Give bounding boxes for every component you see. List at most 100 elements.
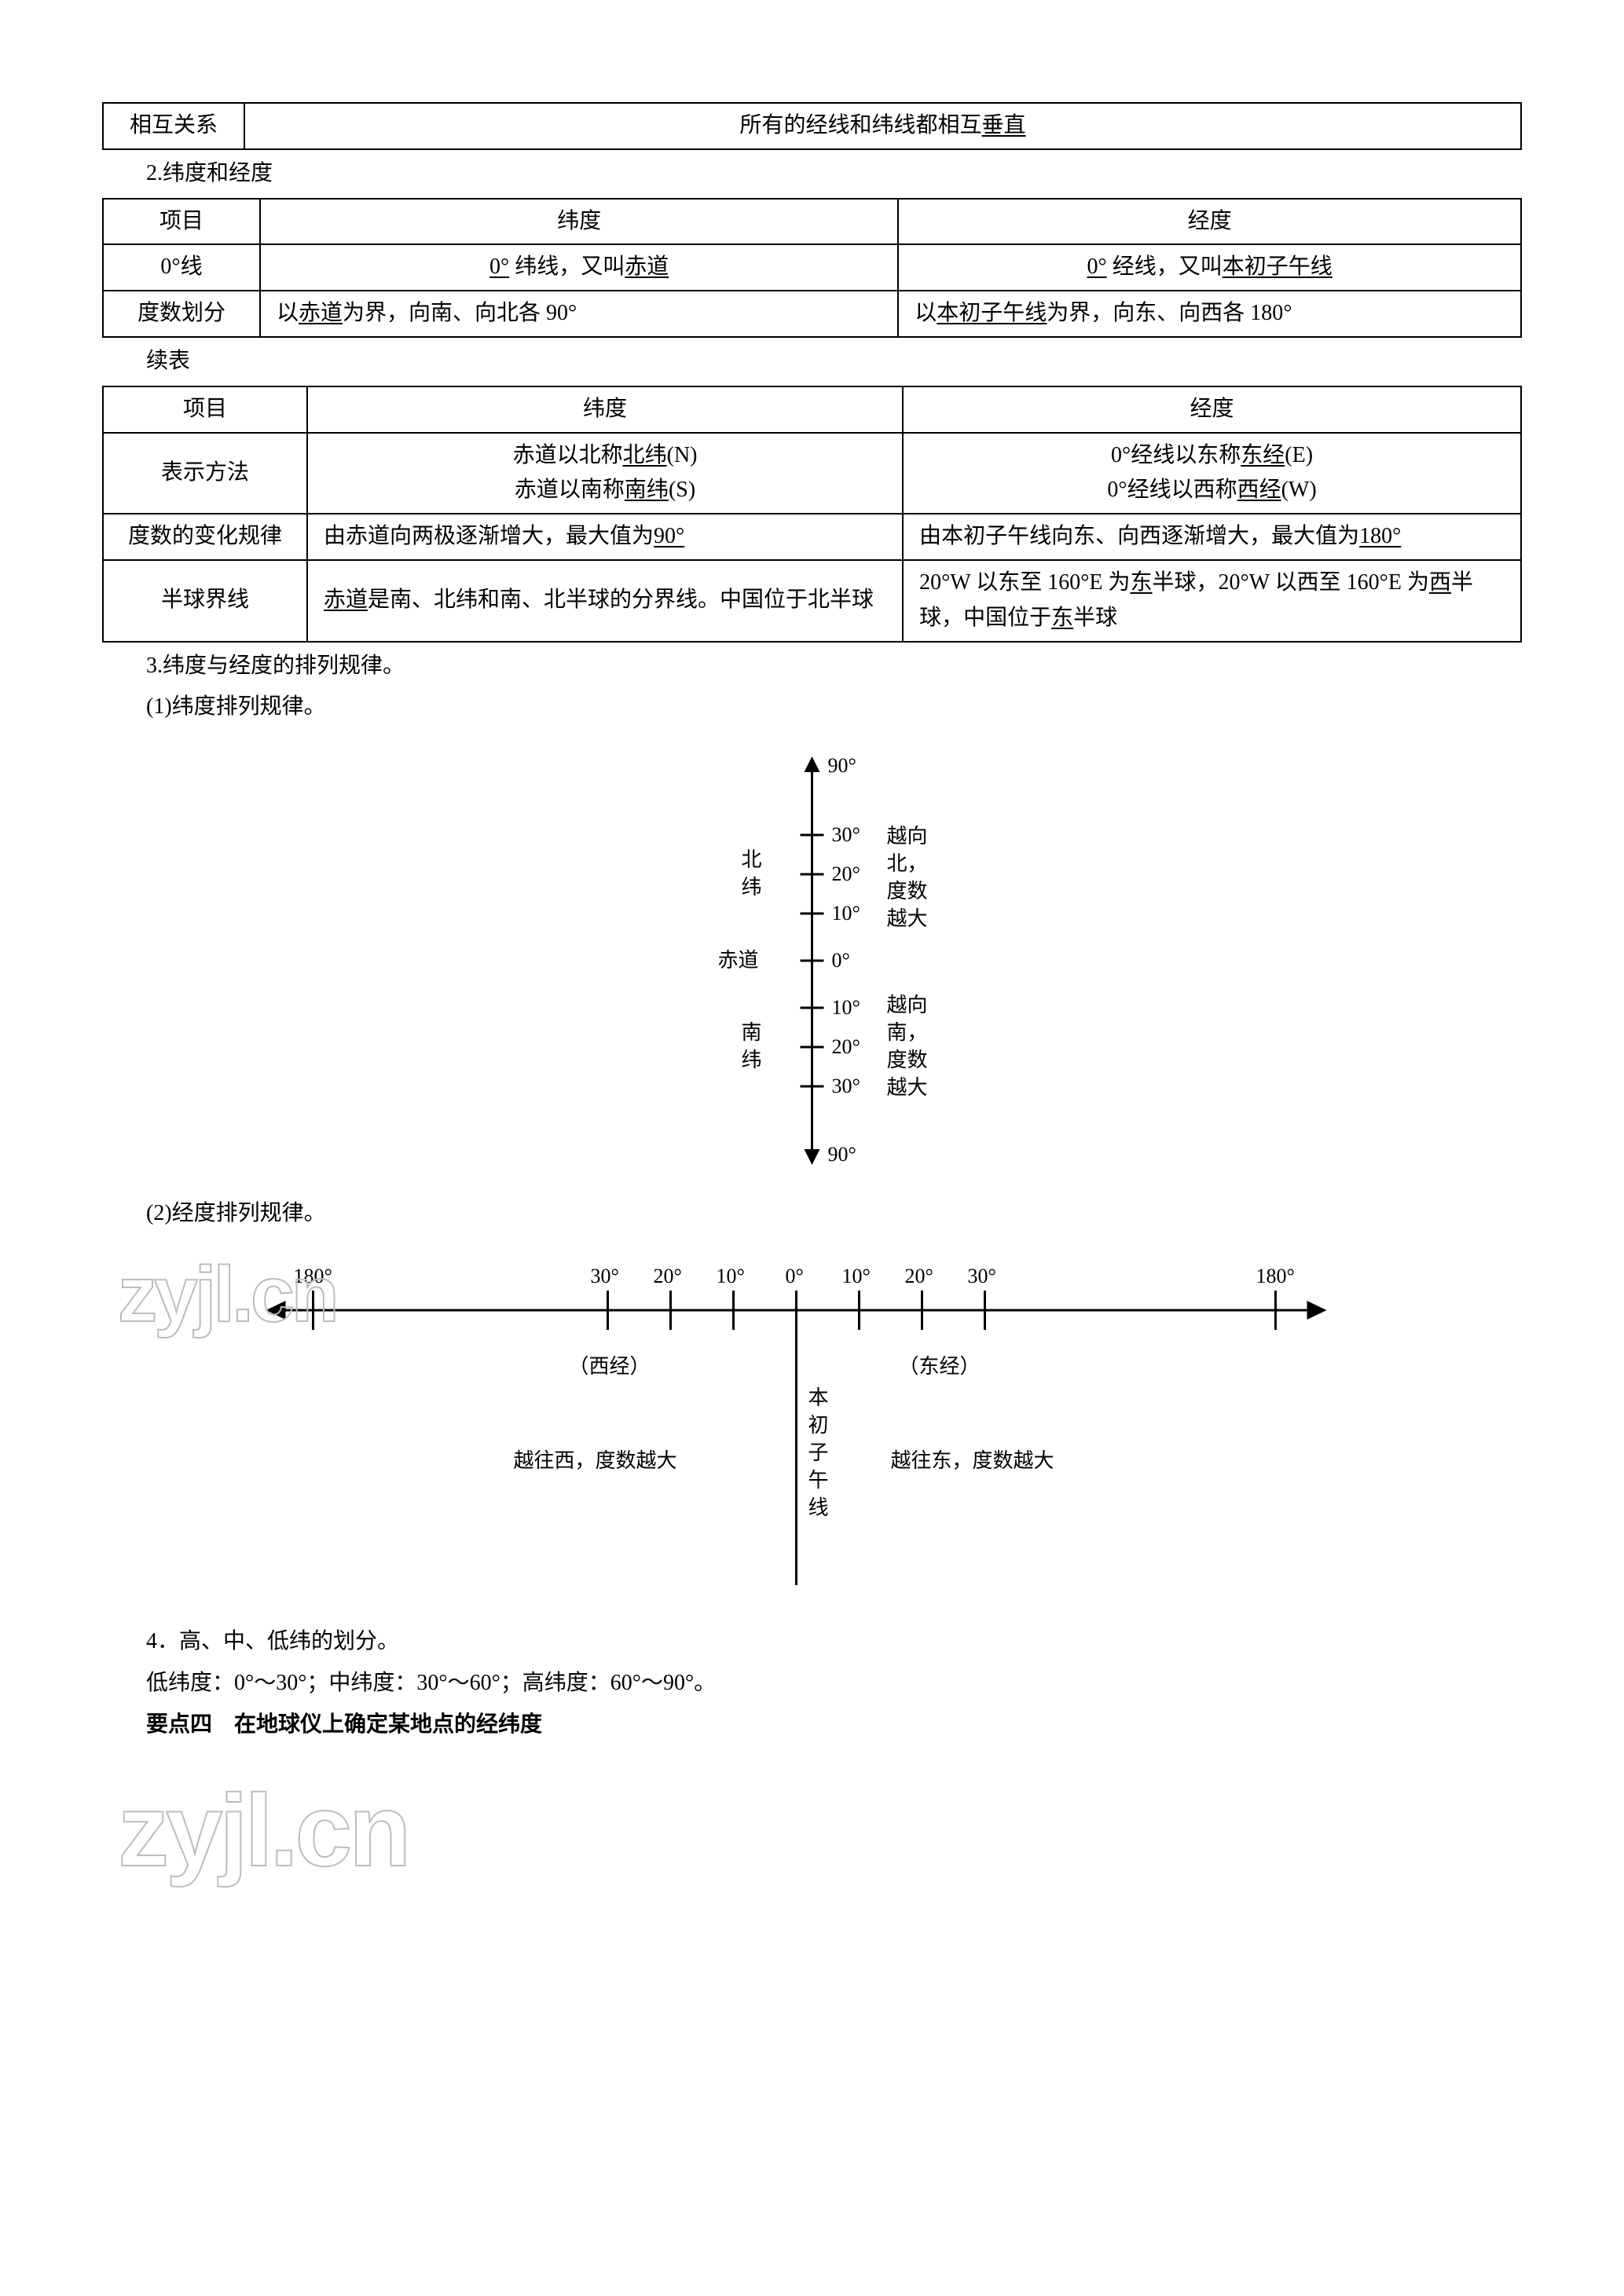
sub-3-1: (1)纬度排列规律。 <box>146 690 1522 725</box>
lon-e30: 30° <box>968 1265 996 1287</box>
south-2: 纬 <box>742 1049 762 1071</box>
cell-hemi-label: 半球界线 <box>103 560 307 642</box>
blank: 赤道 <box>324 588 368 612</box>
note-n-3: 度数 <box>887 880 928 903</box>
text: 以 <box>915 301 937 325</box>
lat-20s: 20° <box>832 1035 860 1058</box>
text: 由赤道向两极逐渐增大，最大值为 <box>324 524 654 548</box>
south-1: 南 <box>742 1021 762 1044</box>
mer-2: 初 <box>808 1414 829 1437</box>
text: (W) <box>1281 478 1317 502</box>
heading-5: 要点四 在地球仪上确定某地点的经纬度 <box>146 1708 1522 1743</box>
blank: 180° <box>1359 524 1401 548</box>
text: 20°W 以东至 160°E 为 <box>919 570 1130 595</box>
latitude-diagram: 90° 30° 20° 10° 0° 10° 20° 30° 90° 北 纬 赤… <box>102 741 1522 1181</box>
mer-1: 本 <box>808 1386 829 1409</box>
text: 为界，向东、向西各 180° <box>1047 301 1292 325</box>
table-latlon-1: 项目 纬度 经度 0°线 0° 纬线，又叫赤道 0° 经线，又叫本初子午线 度数… <box>102 198 1522 338</box>
text: 是南、北纬和南、北半球的分界线。中国位于北半球 <box>368 588 874 612</box>
text: 为界，向南、向北各 90° <box>343 301 577 325</box>
blank: 垂直 <box>982 113 1026 137</box>
text: 以 <box>277 301 299 325</box>
th-item: 项目 <box>103 386 307 433</box>
north-1: 北 <box>742 848 762 871</box>
blank: 南纬 <box>625 478 669 502</box>
lon-e180: 180° <box>1256 1265 1295 1287</box>
cell-relation-label: 相互关系 <box>103 103 244 149</box>
lon-e10: 10° <box>842 1265 871 1287</box>
line-4: 低纬度：0°～30°；中纬度：30°～60°；高纬度：60°～90°。 <box>146 1666 1522 1701</box>
blank: 赤道 <box>299 301 343 325</box>
blank: 90° <box>654 524 684 548</box>
blank: 本初子午线 <box>1223 255 1333 279</box>
text: 赤道以南称 <box>515 478 625 502</box>
text: 赤道以北称 <box>513 443 623 467</box>
text: 所有的经线和纬线都相互 <box>739 113 981 137</box>
mer-4: 午 <box>808 1469 829 1492</box>
north-2: 纬 <box>742 876 762 899</box>
text: 纬线，又叫 <box>515 255 625 279</box>
note-s-2: 南， <box>887 1021 928 1044</box>
cell-zero-lat: 0° 纬线，又叫赤道 <box>260 244 898 291</box>
longitude-diagram: zyjl.cn 180° 30° 20° 10° <box>102 1247 1522 1609</box>
table-relation: 相互关系 所有的经线和纬线都相互垂直 <box>102 102 1522 150</box>
lat-0: 0° <box>832 949 850 972</box>
cont-label: 续表 <box>146 344 1522 379</box>
blank: 西 <box>1429 570 1451 595</box>
lon-w30: 30° <box>591 1265 619 1287</box>
blank: 东 <box>1051 606 1073 630</box>
text: 0°经线以东称 <box>1111 443 1241 467</box>
heading-4: 4．高、中、低纬的划分。 <box>146 1624 1522 1660</box>
watermark-2: zyjl.cn <box>118 1749 408 1912</box>
text: (E) <box>1285 443 1313 467</box>
note-w: 越往西，度数越大 <box>514 1449 677 1472</box>
note-e: 越往东，度数越大 <box>891 1449 1054 1472</box>
cell-method-label: 表示方法 <box>103 433 307 514</box>
blank: 西经 <box>1237 478 1281 502</box>
text: (S) <box>669 478 695 502</box>
heading-2: 2.纬度和经度 <box>146 156 1522 192</box>
heading-3: 3.纬度与经度的排列规律。 <box>146 649 1522 684</box>
lon-w180: 180° <box>294 1265 332 1287</box>
blank: 东 <box>1131 570 1153 595</box>
blank: 0° <box>489 255 509 279</box>
note-n-4: 越大 <box>887 907 928 930</box>
lon-0: 0° <box>786 1265 804 1287</box>
th-lat: 纬度 <box>307 386 903 433</box>
note-n-1: 越向 <box>887 825 928 848</box>
th-lon: 经度 <box>898 199 1521 245</box>
cell-zero-label: 0°线 <box>103 244 260 291</box>
blank: 赤道 <box>625 255 669 279</box>
lon-w20: 20° <box>654 1265 682 1287</box>
note-s-1: 越向 <box>887 994 928 1016</box>
cell-rule-lat: 由赤道向两极逐渐增大，最大值为90° <box>307 514 903 560</box>
west-label: （西经） <box>569 1355 651 1378</box>
text: 0°经线以西称 <box>1107 478 1237 502</box>
cell-deg-lon: 以本初子午线为界，向东、向西各 180° <box>898 291 1521 337</box>
th-lat: 纬度 <box>260 199 898 245</box>
note-n-2: 北， <box>887 852 928 875</box>
equator-label: 赤道 <box>718 949 759 972</box>
cell-method-lat: 赤道以北称北纬(N) 赤道以南称南纬(S) <box>307 433 903 514</box>
lat-bottom: 90° <box>828 1143 856 1166</box>
lat-10s: 10° <box>832 996 860 1019</box>
note-s-4: 越大 <box>887 1076 928 1099</box>
lon-e20: 20° <box>905 1265 933 1287</box>
cell-rule-lon: 由本初子午线向东、向西逐渐增大，最大值为180° <box>903 514 1521 560</box>
text: 经线，又叫 <box>1113 255 1223 279</box>
blank: 北纬 <box>623 443 667 467</box>
blank: 0° <box>1087 255 1107 279</box>
mer-3: 子 <box>808 1441 829 1464</box>
lat-top: 90° <box>828 754 856 777</box>
east-label: （东经） <box>899 1355 981 1378</box>
cell-method-lon: 0°经线以东称东经(E) 0°经线以西称西经(W) <box>903 433 1521 514</box>
text: 由本初子午线向东、向西逐渐增大，最大值为 <box>919 524 1359 548</box>
text: 半球 <box>1073 606 1117 630</box>
lat-10n: 10° <box>832 902 860 925</box>
cell-relation-content: 所有的经线和纬线都相互垂直 <box>244 103 1521 149</box>
table-latlon-2: 项目 纬度 经度 表示方法 赤道以北称北纬(N) 赤道以南称南纬(S) 0°经线… <box>102 386 1522 643</box>
lat-20n: 20° <box>832 862 860 885</box>
cell-hemi-lat: 赤道是南、北纬和南、北半球的分界线。中国位于北半球 <box>307 560 903 642</box>
lat-30s: 30° <box>832 1075 860 1097</box>
lon-w10: 10° <box>717 1265 745 1287</box>
